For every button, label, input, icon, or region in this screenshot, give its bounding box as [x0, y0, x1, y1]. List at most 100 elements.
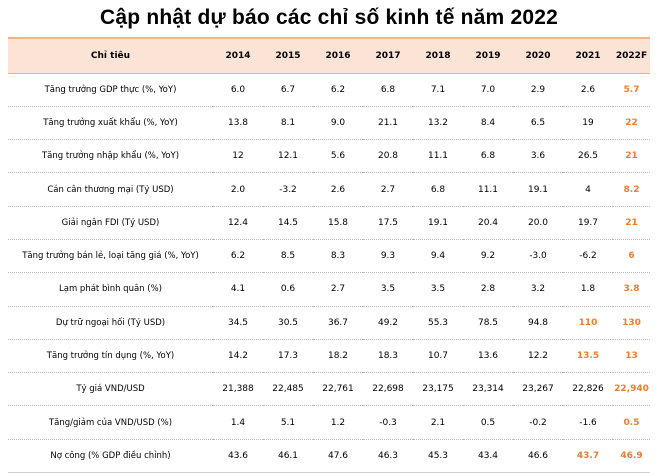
- value-cell: 18.3: [363, 339, 413, 374]
- value-cell: 2.6: [313, 172, 363, 207]
- value-cell: 43.6: [213, 439, 263, 473]
- value-cell: 2.9: [513, 73, 563, 107]
- value-cell: 8.4: [463, 106, 513, 141]
- column-header-year: 2017: [363, 37, 413, 74]
- column-header-year: 2021: [563, 37, 613, 74]
- value-cell: 13.2: [413, 106, 463, 141]
- table-row: Dự trữ ngoại hối (Tỷ USD) 34.5 30.5 36.7 49.…: [8, 306, 650, 340]
- forecast-cell: 13: [613, 339, 650, 374]
- column-header-year: 2016: [313, 37, 363, 74]
- value-cell: 13.6: [463, 339, 513, 374]
- value-cell: 13.5: [563, 339, 613, 374]
- value-cell: 12.1: [263, 139, 313, 174]
- column-header-year: 2014: [213, 37, 263, 74]
- forecast-cell: 130: [613, 306, 650, 340]
- forecast-cell: 0.5: [613, 405, 650, 440]
- value-cell: 36.7: [313, 306, 363, 340]
- value-cell: 22,826: [563, 372, 613, 407]
- value-cell: 8.5: [263, 239, 313, 274]
- value-cell: 11.1: [463, 172, 513, 207]
- column-header-indicator: Chỉ tiêu: [8, 37, 213, 74]
- value-cell: 22,761: [313, 372, 363, 407]
- forecast-cell: 3.8: [613, 272, 650, 307]
- value-cell: 34.5: [213, 306, 263, 340]
- table-row: Tỷ giá VND/USD 21,388 22,485 22,761 22,698 23…: [8, 372, 650, 407]
- forecast-cell: 22,940: [613, 372, 650, 407]
- value-cell: 18.2: [313, 339, 363, 374]
- value-cell: 2.7: [363, 172, 413, 207]
- forecast-cell: 22: [613, 106, 650, 141]
- value-cell: 2.0: [213, 172, 263, 207]
- column-header-year: 2018: [413, 37, 463, 74]
- row-label: Giải ngân FDI (Tỷ USD): [8, 206, 213, 240]
- row-label: Tăng trưởng nhập khẩu (%, YoY): [8, 139, 213, 174]
- value-cell: 1.8: [563, 272, 613, 307]
- value-cell: 17.3: [263, 339, 313, 374]
- value-cell: -0.2: [513, 405, 563, 440]
- value-cell: 11.1: [413, 139, 463, 174]
- value-cell: 9.4: [413, 239, 463, 274]
- value-cell: 0.6: [263, 272, 313, 307]
- value-cell: 20.0: [513, 206, 563, 240]
- value-cell: 55.3: [413, 306, 463, 340]
- value-cell: 4.1: [213, 272, 263, 307]
- value-cell: 17.5: [363, 206, 413, 240]
- forecast-cell: 8.2: [613, 172, 650, 207]
- value-cell: 6.8: [363, 73, 413, 107]
- value-cell: 94.8: [513, 306, 563, 340]
- value-cell: 2.1: [413, 405, 463, 440]
- row-label: Nợ công (% GDP điều chỉnh): [8, 439, 213, 473]
- table-row: Cán cân thương mại (Tỷ USD) 2.0 -3.2 2.6 2.7…: [8, 172, 650, 207]
- row-label: Cán cân thương mại (Tỷ USD): [8, 172, 213, 207]
- table-body: Tăng trưởng GDP thực (%, YoY) 6.0 6.7 6.2 6.…: [8, 73, 650, 473]
- value-cell: 3.5: [413, 272, 463, 307]
- row-label: Tăng trưởng GDP thực (%, YoY): [8, 73, 213, 107]
- row-label: Dự trữ ngoại hối (Tỷ USD): [8, 306, 213, 340]
- value-cell: 21.1: [363, 106, 413, 141]
- value-cell: 20.4: [463, 206, 513, 240]
- value-cell: -3.2: [263, 172, 313, 207]
- value-cell: 6.0: [213, 73, 263, 107]
- value-cell: 9.0: [313, 106, 363, 141]
- value-cell: 21,388: [213, 372, 263, 407]
- forecast-cell: 5.7: [613, 73, 650, 107]
- value-cell: 19.1: [413, 206, 463, 240]
- value-cell: 2.8: [463, 272, 513, 307]
- value-cell: 45.3: [413, 439, 463, 473]
- value-cell: 20.8: [363, 139, 413, 174]
- row-label: Tăng trưởng tín dụng (%, YoY): [8, 339, 213, 374]
- table-row: Tăng trưởng nhập khẩu (%, YoY) 12 12.1 5.6 2…: [8, 139, 650, 174]
- value-cell: 78.5: [463, 306, 513, 340]
- value-cell: 5.6: [313, 139, 363, 174]
- value-cell: 13.8: [213, 106, 263, 141]
- value-cell: -3.0: [513, 239, 563, 274]
- value-cell: 23,175: [413, 372, 463, 407]
- row-label: Tăng trưởng bán lẻ, loại tăng giá (%, Yo…: [8, 239, 213, 274]
- value-cell: 6.8: [413, 172, 463, 207]
- value-cell: 110: [563, 306, 613, 340]
- value-cell: 2.7: [313, 272, 363, 307]
- value-cell: 12: [213, 139, 263, 174]
- forecast-table: Chỉ tiêu 2014 2015 2016 2017 2018 2019 2…: [8, 37, 650, 473]
- forecast-cell: 6: [613, 239, 650, 274]
- value-cell: 49.2: [363, 306, 413, 340]
- value-cell: 19.1: [513, 172, 563, 207]
- value-cell: 6.2: [213, 239, 263, 274]
- value-cell: 10.7: [413, 339, 463, 374]
- row-label: Tỷ giá VND/USD: [8, 372, 213, 407]
- value-cell: 22,698: [363, 372, 413, 407]
- value-cell: -6.2: [563, 239, 613, 274]
- value-cell: 14.2: [213, 339, 263, 374]
- row-label: Tăng/giảm của VND/USD (%): [8, 405, 213, 440]
- row-label: Lạm phát bình quân (%): [8, 272, 213, 307]
- value-cell: -0.3: [363, 405, 413, 440]
- value-cell: 14.5: [263, 206, 313, 240]
- value-cell: 3.6: [513, 139, 563, 174]
- value-cell: 1.2: [313, 405, 363, 440]
- value-cell: 2.6: [563, 73, 613, 107]
- value-cell: 12.4: [213, 206, 263, 240]
- value-cell: 0.5: [463, 405, 513, 440]
- value-cell: -1.6: [563, 405, 613, 440]
- forecast-cell: 21: [613, 206, 650, 240]
- value-cell: 19: [563, 106, 613, 141]
